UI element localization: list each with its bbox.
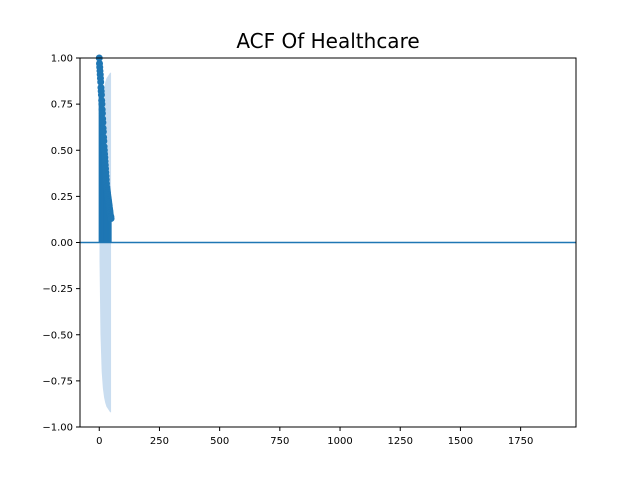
- y-tick-label: 0.50: [51, 146, 73, 157]
- y-tick-label: 1.00: [51, 54, 73, 65]
- y-axis: −1.00 −0.75 −0.50 −0.25 0.00 0.25 0.50 0.75 1.00: [42, 54, 80, 434]
- acf-point: [97, 78, 105, 86]
- x-tick-label: 1500: [448, 436, 473, 447]
- acf-point: [107, 215, 115, 223]
- chart-title: ACF Of Healthcare: [236, 29, 419, 53]
- y-tick-label: 0.25: [51, 192, 73, 203]
- x-tick-label: 1750: [508, 436, 533, 447]
- x-tick-label: 1000: [327, 436, 352, 447]
- y-tick-label: 0.00: [51, 238, 73, 249]
- y-tick-label: −0.25: [42, 284, 73, 295]
- x-axis: 0 250 500 750 1000 1250 1500 1750: [96, 427, 533, 447]
- x-tick-label: 1250: [388, 436, 413, 447]
- acf-point: [100, 137, 108, 145]
- x-tick-label: 750: [270, 436, 289, 447]
- y-tick-label: −0.50: [42, 330, 73, 341]
- x-tick-label: 0: [96, 436, 102, 447]
- acf-point: [97, 91, 105, 99]
- acf-point: [98, 100, 106, 108]
- x-tick-label: 500: [210, 436, 229, 447]
- y-tick-label: −0.75: [42, 376, 73, 387]
- acf-point: [99, 119, 107, 127]
- y-tick-label: −1.00: [42, 423, 73, 434]
- x-tick-label: 250: [150, 436, 169, 447]
- acf-point: [99, 128, 107, 136]
- acf-point: [98, 109, 106, 117]
- y-tick-label: 0.75: [51, 100, 73, 111]
- marker-layer: [95, 54, 115, 223]
